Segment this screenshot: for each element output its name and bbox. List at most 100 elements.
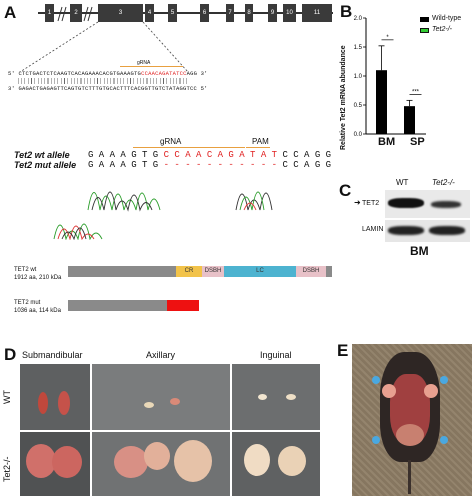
- row-label-wt: WT: [2, 390, 12, 404]
- enlarged-spleen-region: [396, 424, 424, 446]
- wt-allele-label: Tet2 wt allele: [14, 150, 70, 160]
- domain-dsbh-1: DSBH: [202, 266, 224, 277]
- exon-3: 3: [98, 4, 143, 22]
- domain-lc: LC: [224, 266, 296, 277]
- sequence-top-strand: 5' CTCTGACTCTCAAGTCACAGAAACACGTGAAAGTGCC…: [8, 70, 208, 77]
- column-label-inguinal: Inguinal: [260, 350, 292, 360]
- mouse-tail: [408, 460, 411, 494]
- significance-label: *: [386, 35, 389, 41]
- pin-icon: [372, 376, 380, 384]
- node: [174, 440, 212, 482]
- node: [114, 446, 148, 478]
- mut-seq-dash: - - - - - - - - - - -: [163, 160, 283, 170]
- exon-4: 4: [145, 4, 154, 22]
- western-tet2-label: TET2: [362, 200, 380, 207]
- exon-5: 5: [168, 4, 177, 22]
- x-tick-sp: SP: [410, 136, 425, 148]
- bottom-seq: GAGACTGAGAGTTCAGTGTCTTTGTGCACTTTCACGGTTG…: [18, 85, 198, 92]
- node: [52, 446, 82, 478]
- significance-label: ***: [412, 89, 420, 95]
- pin-icon: [440, 376, 448, 384]
- exon-6: 6: [200, 4, 209, 22]
- alignment-grna-label: gRNA: [160, 137, 182, 146]
- tet2-wt-protein-bar: CR DSBH LC DSBH: [68, 266, 332, 277]
- photo-ko-submandibular: [20, 432, 90, 496]
- top-seq-after: AGG: [186, 70, 198, 77]
- tet2-mut-frameshift-region: [167, 300, 199, 311]
- panel-letter-b: B: [340, 2, 353, 21]
- western-arrow-icon: ➜: [354, 198, 361, 207]
- western-tissue-label: BM: [410, 244, 429, 258]
- tet2-band-wt: [388, 198, 424, 208]
- enlarged-node: [424, 384, 438, 398]
- mut-seq-black: G A A A G T G: [88, 160, 164, 170]
- sequence-grna-label: gRNA: [137, 60, 151, 66]
- legend-swatch-tet2: [420, 28, 429, 33]
- y-tick-label: 1.0: [354, 74, 363, 80]
- mut-seq-end: C C A G G: [282, 160, 332, 170]
- western-wt-label: WT: [396, 178, 409, 187]
- legend-label-wild-type: Wild-type: [432, 15, 462, 22]
- y-tick-label: 0.5: [354, 103, 363, 109]
- tet2-mut-label: TET2 mut 1036 aa, 114 kDa: [14, 299, 61, 315]
- mut-allele-label: Tet2 mut allele: [14, 160, 77, 170]
- tet2-mrna-bar-chart: 0.00.51.01.52.0****: [354, 16, 426, 138]
- exon-9: 9: [268, 4, 277, 22]
- panel-letter-a: A: [4, 3, 17, 22]
- node: [26, 444, 56, 478]
- photo-wt-submandibular: [20, 364, 90, 430]
- exon-7: 7: [226, 4, 234, 22]
- exon-2: 2: [70, 4, 82, 22]
- grna-bracket: [120, 66, 183, 67]
- sequence-bottom-strand: 3' GAGACTGAGAGTTCAGTGTCTTTGTGCACTTTCACGG…: [8, 85, 208, 92]
- gene-backbone: [38, 12, 333, 14]
- exon-11: 11: [302, 4, 332, 22]
- panel-letter-d: D: [4, 345, 17, 364]
- chart-ylabel: Relative Tet2 mRNA abundance: [340, 45, 347, 150]
- wt-allele-sequence: G A A A G T G C C A A C A G A T A T C C …: [88, 150, 331, 160]
- tet2-band-ko: [431, 201, 461, 208]
- node: [278, 446, 306, 476]
- row-label-ko: Tet2-/-: [2, 456, 12, 482]
- western-lamin-blot: [385, 220, 470, 242]
- node: [170, 398, 180, 405]
- mut-allele-sequence: G A A A G T G - - - - - - - - - - - C C …: [88, 160, 331, 170]
- legend-label-tet2: Tet2-/-: [432, 26, 452, 33]
- legend-swatch-wild-type: [420, 17, 429, 22]
- top-prefix: 5': [8, 70, 16, 77]
- alignment-pam-bar: [246, 147, 270, 148]
- photo-ko-axillary: [92, 432, 230, 496]
- node: [38, 392, 48, 414]
- intron-break-marks: [57, 6, 93, 22]
- western-lamin-label: LAMIN B1: [362, 226, 394, 233]
- tet2-wt-name: TET2 wt: [14, 267, 37, 273]
- tet2-mut-size: 1036 aa, 114 kDa: [14, 308, 61, 314]
- node: [258, 394, 267, 400]
- western-ko-label: Tet2-/-: [432, 178, 455, 187]
- top-seq-before: CTCTGACTCTCAAGTCACAGAAACACGTGAAAGTG: [18, 70, 142, 77]
- sanger-chromatogram: [87, 191, 273, 212]
- node: [286, 394, 296, 400]
- bottom-suffix: 5': [200, 85, 208, 92]
- domain-dsbh-2: DSBH: [296, 266, 326, 277]
- bottom-prefix: 3': [8, 85, 16, 92]
- y-tick-label: 2.0: [354, 16, 363, 22]
- photo-wt-axillary: [92, 364, 230, 430]
- enlarged-node: [382, 384, 396, 398]
- wt-seq-red: C C A A C A G A T A T: [163, 150, 283, 160]
- base-pair-ticks: [18, 78, 188, 84]
- bar-bm-0: [376, 70, 387, 134]
- y-tick-label: 1.5: [354, 45, 363, 51]
- node: [144, 442, 170, 470]
- pin-icon: [372, 436, 380, 444]
- western-tet2-blot: [385, 190, 470, 218]
- sanger-chromatogram-mut: [53, 223, 103, 240]
- panel-letter-e: E: [337, 341, 349, 360]
- photo-mouse-dissection: [352, 344, 472, 496]
- node: [244, 444, 270, 476]
- photo-ko-inguinal: [232, 432, 320, 496]
- tet2-wt-label: TET2 wt 1912 aa, 210 kDa: [14, 266, 61, 282]
- bar-sp-0: [404, 106, 415, 134]
- alignment-grna-bar: [133, 147, 245, 148]
